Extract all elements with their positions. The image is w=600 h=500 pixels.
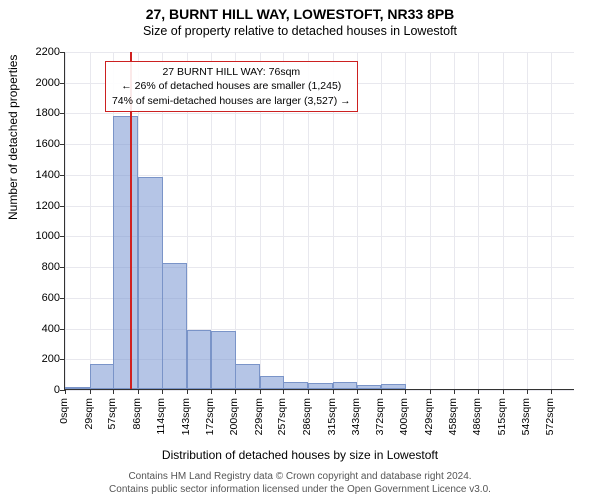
y-tick-label: 0	[20, 384, 60, 396]
x-tick-label: 458sqm	[447, 398, 459, 435]
histogram-bar	[308, 383, 333, 389]
x-tick	[162, 389, 163, 394]
x-tick-label: 29sqm	[83, 398, 95, 430]
histogram-bar	[138, 177, 163, 389]
y-tick	[60, 206, 65, 207]
annotation-line3: 74% of semi-detached houses are larger (…	[112, 94, 351, 108]
x-tick-label: 572sqm	[544, 398, 556, 435]
footer-line2: Contains public sector information licen…	[0, 483, 600, 496]
x-tick-label: 315sqm	[326, 398, 338, 435]
x-tick-label: 0sqm	[58, 398, 70, 424]
x-tick	[283, 389, 284, 394]
histogram-bar	[260, 376, 285, 389]
annotation-line2: ← 26% of detached houses are smaller (1,…	[112, 79, 351, 93]
annotation-line1: 27 BURNT HILL WAY: 76sqm	[112, 65, 351, 79]
histogram-bar	[235, 364, 260, 389]
x-tick	[503, 389, 504, 394]
x-tick-label: 114sqm	[155, 398, 167, 435]
histogram-bar	[283, 382, 308, 389]
x-tick	[90, 389, 91, 394]
histogram-bar	[187, 330, 212, 389]
x-tick	[381, 389, 382, 394]
y-tick-label: 800	[20, 261, 60, 273]
x-tick	[551, 389, 552, 394]
y-tick-label: 200	[20, 353, 60, 365]
chart-title: 27, BURNT HILL WAY, LOWESTOFT, NR33 8PB	[0, 0, 600, 22]
x-tick-label: 543sqm	[520, 398, 532, 435]
histogram-bar	[162, 263, 187, 389]
histogram-bar	[381, 384, 406, 389]
y-tick	[60, 83, 65, 84]
histogram-bar	[65, 387, 90, 389]
x-tick	[478, 389, 479, 394]
chart-subtitle: Size of property relative to detached ho…	[0, 22, 600, 38]
annotation-box: 27 BURNT HILL WAY: 76sqm ← 26% of detach…	[105, 61, 358, 112]
x-tick-label: 286sqm	[301, 398, 313, 435]
x-tick-label: 143sqm	[180, 398, 192, 435]
x-tick	[113, 389, 114, 394]
x-tick	[138, 389, 139, 394]
x-tick-label: 86sqm	[131, 398, 143, 430]
y-tick	[60, 329, 65, 330]
x-tick	[235, 389, 236, 394]
y-tick-label: 2200	[20, 46, 60, 58]
y-tick	[60, 359, 65, 360]
y-tick-label: 600	[20, 292, 60, 304]
y-tick	[60, 113, 65, 114]
y-tick-label: 1000	[20, 230, 60, 242]
y-axis-label: Number of detached properties	[6, 55, 20, 220]
x-tick	[308, 389, 309, 394]
x-tick-label: 343sqm	[350, 398, 362, 435]
x-tick-label: 400sqm	[398, 398, 410, 435]
footer-line1: Contains HM Land Registry data © Crown c…	[0, 470, 600, 483]
x-tick	[405, 389, 406, 394]
x-tick-label: 429sqm	[423, 398, 435, 435]
y-tick	[60, 236, 65, 237]
y-tick-label: 1800	[20, 107, 60, 119]
x-tick	[187, 389, 188, 394]
gridline-h	[65, 390, 574, 391]
y-tick-label: 400	[20, 323, 60, 335]
histogram-bar	[211, 331, 236, 389]
y-tick	[60, 267, 65, 268]
x-tick-label: 257sqm	[276, 398, 288, 435]
y-tick	[60, 175, 65, 176]
x-tick-label: 172sqm	[204, 398, 216, 435]
histogram-bar	[333, 382, 358, 389]
x-tick	[333, 389, 334, 394]
x-tick-label: 229sqm	[253, 398, 265, 435]
histogram-bar	[90, 364, 115, 389]
y-tick	[60, 144, 65, 145]
footer: Contains HM Land Registry data © Crown c…	[0, 470, 600, 496]
x-tick	[527, 389, 528, 394]
x-tick	[430, 389, 431, 394]
x-tick	[260, 389, 261, 394]
chart-container: 27, BURNT HILL WAY, LOWESTOFT, NR33 8PB …	[0, 0, 600, 500]
y-tick-label: 1200	[20, 200, 60, 212]
x-tick	[65, 389, 66, 394]
y-tick-label: 1400	[20, 169, 60, 181]
x-axis-label: Distribution of detached houses by size …	[0, 448, 600, 462]
x-tick-label: 200sqm	[228, 398, 240, 435]
plot-area: 27 BURNT HILL WAY: 76sqm ← 26% of detach…	[64, 52, 574, 390]
y-tick-label: 1600	[20, 138, 60, 150]
y-tick	[60, 298, 65, 299]
y-tick	[60, 52, 65, 53]
x-tick-label: 486sqm	[471, 398, 483, 435]
x-tick	[211, 389, 212, 394]
x-tick-label: 372sqm	[374, 398, 386, 435]
histogram-bar	[357, 385, 382, 389]
x-tick	[454, 389, 455, 394]
x-tick-label: 57sqm	[106, 398, 118, 430]
x-tick	[357, 389, 358, 394]
y-tick-label: 2000	[20, 77, 60, 89]
histogram-bar	[113, 116, 138, 389]
x-tick-label: 515sqm	[496, 398, 508, 435]
